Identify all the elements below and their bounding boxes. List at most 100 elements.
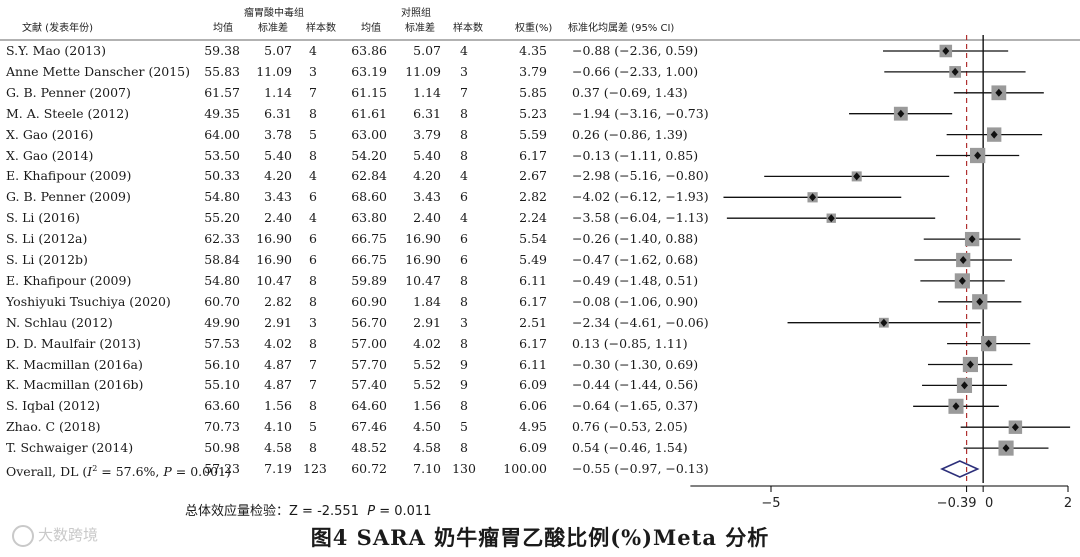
- cell-n1: 7: [309, 356, 317, 372]
- cell-m1: 55.83: [204, 63, 240, 79]
- cell-ci: −0.47 (−1.62, 0.68): [572, 252, 699, 267]
- cell-m1: 64.00: [204, 126, 240, 142]
- point-estimate: [990, 130, 998, 139]
- cell-m1: 70.73: [204, 419, 240, 435]
- point-estimate: [960, 381, 968, 390]
- study-label: T. Schwaiger (2014): [6, 440, 134, 456]
- cell-sd2: 5.52: [413, 377, 441, 393]
- overall-cell-sd2: 7.10: [413, 461, 441, 476]
- cell-ci: 0.76 (−0.53, 2.05): [572, 419, 688, 435]
- figure-caption: 图4 SARA 奶牛瘤胃乙酸比例(%)Meta 分析: [310, 525, 770, 550]
- cell-n2: 6: [460, 231, 468, 247]
- cell-m2: 57.40: [351, 377, 387, 393]
- point-estimate: [809, 193, 817, 202]
- cell-n1: 5: [309, 419, 317, 435]
- cell-n1: 4: [309, 43, 317, 58]
- cell-w: 6.11: [519, 356, 547, 372]
- cell-ci: −0.64 (−1.65, 0.37): [572, 398, 699, 414]
- cell-ci: −0.08 (−1.06, 0.90): [572, 293, 699, 309]
- cell-n1: 8: [309, 398, 317, 414]
- cell-sd2: 2.40: [413, 210, 441, 226]
- cell-sd1: 2.91: [264, 314, 292, 330]
- header-study: 文献 (发表年份): [22, 23, 93, 34]
- overall-i2-superscript: 2: [92, 464, 98, 473]
- cell-w: 6.11: [519, 272, 547, 288]
- cell-sd2: 5.40: [413, 147, 441, 163]
- cell-n2: 4: [460, 210, 468, 226]
- cell-m2: 57.70: [351, 356, 387, 372]
- point-estimate: [942, 47, 950, 55]
- header-sd-exp: 标准差: [258, 23, 288, 34]
- cell-m1: 53.50: [204, 147, 240, 163]
- cell-sd1: 2.82: [264, 293, 292, 309]
- cell-sd1: 5.07: [264, 43, 292, 58]
- watermark: 大数跨境: [12, 524, 98, 547]
- cell-n2: 4: [460, 168, 468, 184]
- cell-ci: 0.26 (−0.86, 1.39): [572, 126, 688, 142]
- study-mark: [883, 44, 1009, 58]
- point-estimate: [966, 360, 974, 369]
- cell-sd2: 3.43: [413, 189, 441, 205]
- study-label: S. Li (2016): [6, 210, 80, 226]
- cell-n2: 6: [460, 252, 468, 267]
- study-label: Anne Mette Danscher (2015): [6, 63, 191, 79]
- cell-sd1: 4.10: [264, 419, 292, 435]
- cell-m1: 58.84: [204, 252, 240, 267]
- study-mark: [923, 231, 1021, 247]
- overall-test-p-value: = 0.011: [375, 504, 432, 519]
- cell-w: 5.23: [519, 105, 547, 121]
- cell-n1: 6: [309, 189, 317, 205]
- header-n-exp: 样本数: [306, 23, 336, 34]
- cell-n2: 3: [460, 314, 468, 330]
- cell-w: 2.24: [519, 210, 547, 226]
- cell-m2: 59.89: [351, 272, 387, 288]
- header-weight: 权重(%): [515, 23, 553, 34]
- point-estimate: [958, 276, 966, 285]
- study-mark: [953, 85, 1044, 101]
- overall-i2-value: = 57.6%,: [97, 464, 164, 480]
- cell-m1: 56.10: [204, 356, 240, 372]
- cell-sd1: 3.43: [264, 189, 292, 205]
- cell-sd2: 16.90: [405, 252, 441, 267]
- cell-n1: 3: [309, 63, 317, 79]
- study-label: S. Iqbal (2012): [6, 398, 100, 414]
- cell-sd1: 4.20: [264, 168, 292, 184]
- cell-sd2: 4.02: [413, 335, 441, 351]
- cell-n1: 8: [309, 105, 317, 121]
- cell-w: 6.17: [519, 293, 547, 309]
- cell-m1: 55.20: [204, 210, 240, 226]
- study-mark: [764, 171, 950, 182]
- cell-w: 4.35: [519, 43, 547, 58]
- cell-n1: 4: [309, 210, 317, 226]
- study-mark: [849, 106, 953, 121]
- cell-m2: 61.15: [351, 84, 387, 100]
- cell-ci: −0.49 (−1.48, 0.51): [572, 272, 699, 288]
- cell-sd2: 5.52: [413, 356, 441, 372]
- cell-n1: 3: [309, 314, 317, 330]
- cell-m2: 64.60: [351, 398, 387, 414]
- cell-n2: 8: [460, 126, 468, 142]
- study-label: D. D. Maulfair (2013): [6, 335, 141, 351]
- cell-ci: −0.30 (−1.30, 0.69): [572, 356, 699, 372]
- cell-sd1: 10.47: [256, 272, 292, 288]
- header-mean-exp: 均值: [213, 23, 233, 34]
- cell-w: 3.79: [519, 63, 547, 79]
- cell-sd1: 2.40: [264, 210, 292, 226]
- cell-ci: 0.13 (−0.85, 1.11): [572, 335, 688, 351]
- cell-n2: 4: [460, 43, 468, 58]
- cell-n2: 8: [460, 335, 468, 351]
- cell-m2: 68.60: [351, 189, 387, 205]
- study-label: S.Y. Mao (2013): [6, 43, 106, 58]
- cell-n1: 7: [309, 377, 317, 393]
- overall-test-p-symbol: P: [367, 504, 376, 519]
- cell-ci: −0.88 (−2.36, 0.59): [572, 43, 699, 58]
- watermark-text: 大数跨境: [38, 526, 99, 544]
- study-label: E. Khafipour (2009): [6, 272, 132, 288]
- cell-ci: −1.94 (−3.16, −0.73): [572, 105, 709, 121]
- study-mark: [963, 440, 1049, 456]
- x-tick-label: −5: [761, 496, 780, 511]
- cell-w: 5.85: [519, 84, 547, 100]
- overall-cell-w: 100.00: [503, 461, 547, 476]
- cell-sd1: 16.90: [256, 231, 292, 247]
- study-label: Zhao. C (2018): [6, 419, 101, 435]
